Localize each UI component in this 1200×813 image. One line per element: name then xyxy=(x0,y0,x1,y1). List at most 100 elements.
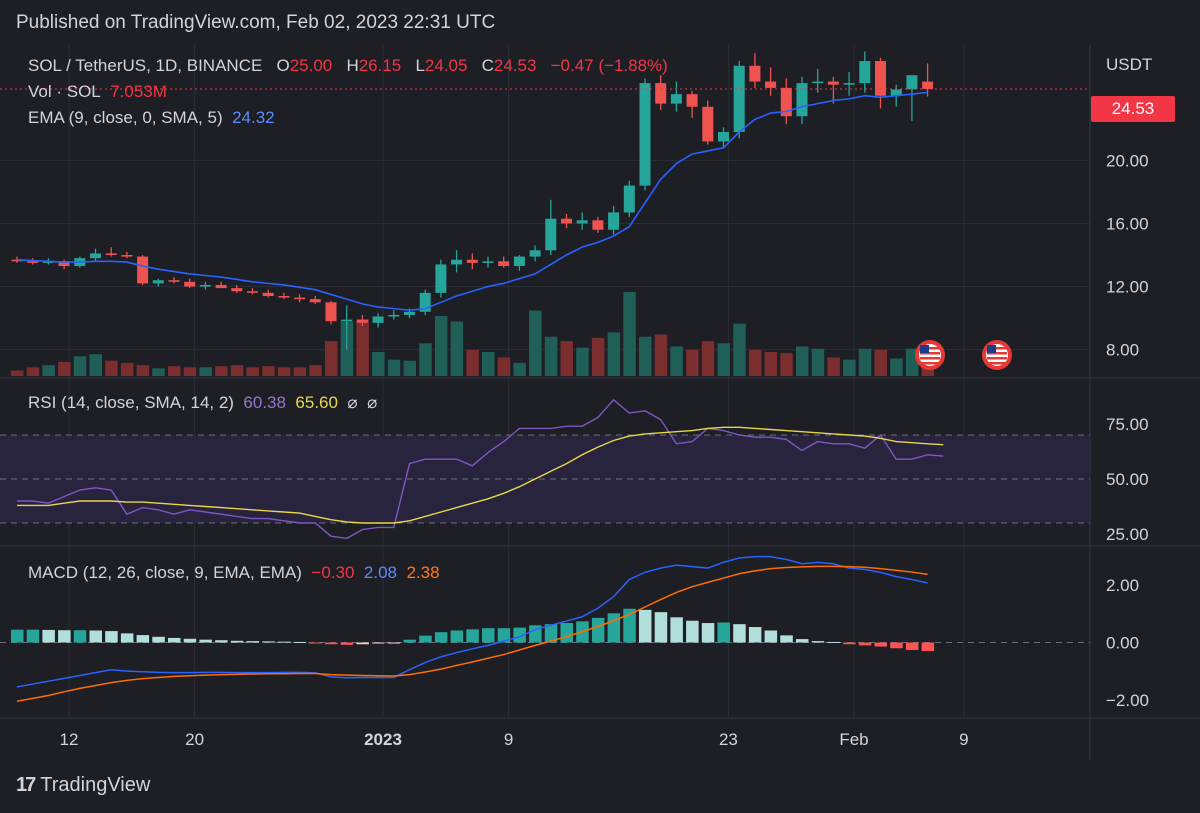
macd-histogram-bar xyxy=(340,642,354,645)
macd-histogram-bar xyxy=(827,641,840,643)
macd-histogram-bar xyxy=(152,636,165,643)
time-tick-label: Feb xyxy=(839,730,868,749)
candle-body xyxy=(294,297,306,300)
rsi-label[interactable]: RSI (14, close, SMA, 14, 2) xyxy=(28,393,234,412)
macd-histogram-bar xyxy=(372,642,385,644)
candle-body xyxy=(561,218,572,224)
ema-value: 24.32 xyxy=(232,108,275,127)
candle-body xyxy=(247,291,258,293)
volume-bar xyxy=(199,367,212,376)
volume-bar xyxy=(544,336,558,376)
volume-bar xyxy=(686,349,699,376)
time-tick-label: 9 xyxy=(959,730,968,749)
volume-bar xyxy=(372,352,385,376)
volume-bar xyxy=(874,349,887,376)
volume-bar xyxy=(843,359,856,376)
macd-histogram-bar xyxy=(293,641,307,643)
flag-canton xyxy=(920,345,929,353)
macd-histogram-bar xyxy=(466,629,479,643)
macd-histogram-bar xyxy=(58,630,71,643)
low-value: 24.05 xyxy=(424,56,468,75)
volume-bar xyxy=(827,357,840,376)
rsi-na-1: ⌀ xyxy=(347,393,358,412)
macd-histogram-bar xyxy=(168,637,181,643)
symbol-label[interactable]: SOL / TetherUS, 1D, BINANCE xyxy=(28,56,263,75)
ema-label[interactable]: EMA (9, close, 0, SMA, 5) xyxy=(28,108,223,127)
published-header: Published on TradingView.com, Feb 02, 20… xyxy=(16,12,496,33)
price-tick-label: 8.00 xyxy=(1106,341,1139,360)
macd-histogram-bar xyxy=(230,640,244,643)
volume-bar xyxy=(670,346,683,376)
macd-histogram-bar xyxy=(419,635,432,643)
volume-bar xyxy=(717,343,730,376)
candle-body xyxy=(231,288,243,292)
rsi-tick-label: 50.00 xyxy=(1106,470,1149,489)
macd-histogram-bar xyxy=(136,635,150,643)
macd-histogram-bar xyxy=(890,642,903,649)
volume-bar xyxy=(58,361,71,376)
macd-histogram-bar xyxy=(701,623,715,643)
macd-histogram-bar xyxy=(686,620,699,643)
candle-body xyxy=(341,319,353,322)
volume-bar xyxy=(136,365,150,376)
volume-bar xyxy=(733,323,746,376)
tradingview-logo-icon: 17 xyxy=(16,774,36,796)
macd-histogram-bar xyxy=(670,617,683,643)
macd-histogram-bar xyxy=(482,628,495,643)
volume-bar xyxy=(921,365,935,376)
candle-body xyxy=(58,261,70,267)
macd-histogram-bar xyxy=(325,642,338,645)
candle-body xyxy=(451,259,463,265)
volume-bar xyxy=(466,349,479,376)
volume-value: 7.053M xyxy=(110,82,167,101)
volume-bar xyxy=(811,348,825,376)
flag-stripe xyxy=(920,362,940,365)
volume-bar xyxy=(105,360,118,376)
rsi-tick-label: 75.00 xyxy=(1106,415,1149,434)
change-value: −0.47 (−1.88%) xyxy=(550,56,668,75)
macd-histogram-bar xyxy=(42,629,55,643)
candle-body xyxy=(765,81,777,88)
candle-body xyxy=(639,83,651,186)
time-tick-label: 12 xyxy=(60,730,79,749)
low-label: L xyxy=(415,56,425,75)
tradingview-logo[interactable]: 17 TradingView xyxy=(16,774,150,797)
macd-histogram-bar xyxy=(654,612,668,643)
volume-bar xyxy=(529,310,542,376)
candle-body xyxy=(325,302,337,322)
candle-body xyxy=(482,261,494,263)
high-label: H xyxy=(346,56,359,75)
rsi-value: 60.38 xyxy=(243,393,286,412)
candle-body xyxy=(466,259,478,263)
candle-body xyxy=(529,250,541,257)
candle-body xyxy=(733,65,745,132)
flag-stripe xyxy=(920,347,940,350)
candle-body xyxy=(498,261,510,267)
macd-histogram-bar xyxy=(858,642,872,646)
macd-histogram-bar xyxy=(105,631,118,643)
candle-body xyxy=(105,253,117,255)
candle-body xyxy=(812,81,824,84)
candle-body xyxy=(137,256,149,284)
macd-histogram-bar xyxy=(199,639,212,643)
macd-label[interactable]: MACD (12, 26, close, 9, EMA, EMA) xyxy=(28,563,302,582)
macd-histogram-bar xyxy=(89,630,102,643)
volume-bar xyxy=(403,360,416,376)
volume-bar xyxy=(73,356,87,376)
volume-bar xyxy=(482,352,495,376)
macd-histogram-bar xyxy=(262,641,275,643)
macd-histogram-bar xyxy=(796,639,809,643)
volume-bar xyxy=(325,341,338,376)
candle-body xyxy=(655,83,667,104)
macd-histogram-bar xyxy=(277,641,291,643)
rsi-tick-label: 25.00 xyxy=(1106,525,1149,544)
time-tick-label: 2023 xyxy=(364,730,402,749)
macd-histogram-bar xyxy=(529,625,542,643)
volume-label[interactable]: Vol · SOL xyxy=(28,82,101,101)
macd-histogram-bar xyxy=(26,629,40,643)
close-value: 24.53 xyxy=(493,56,537,75)
price-tick-label: 16.00 xyxy=(1106,214,1149,233)
last-price-tag: 24.53 xyxy=(1091,96,1175,122)
macd-histogram-bar xyxy=(120,633,134,643)
